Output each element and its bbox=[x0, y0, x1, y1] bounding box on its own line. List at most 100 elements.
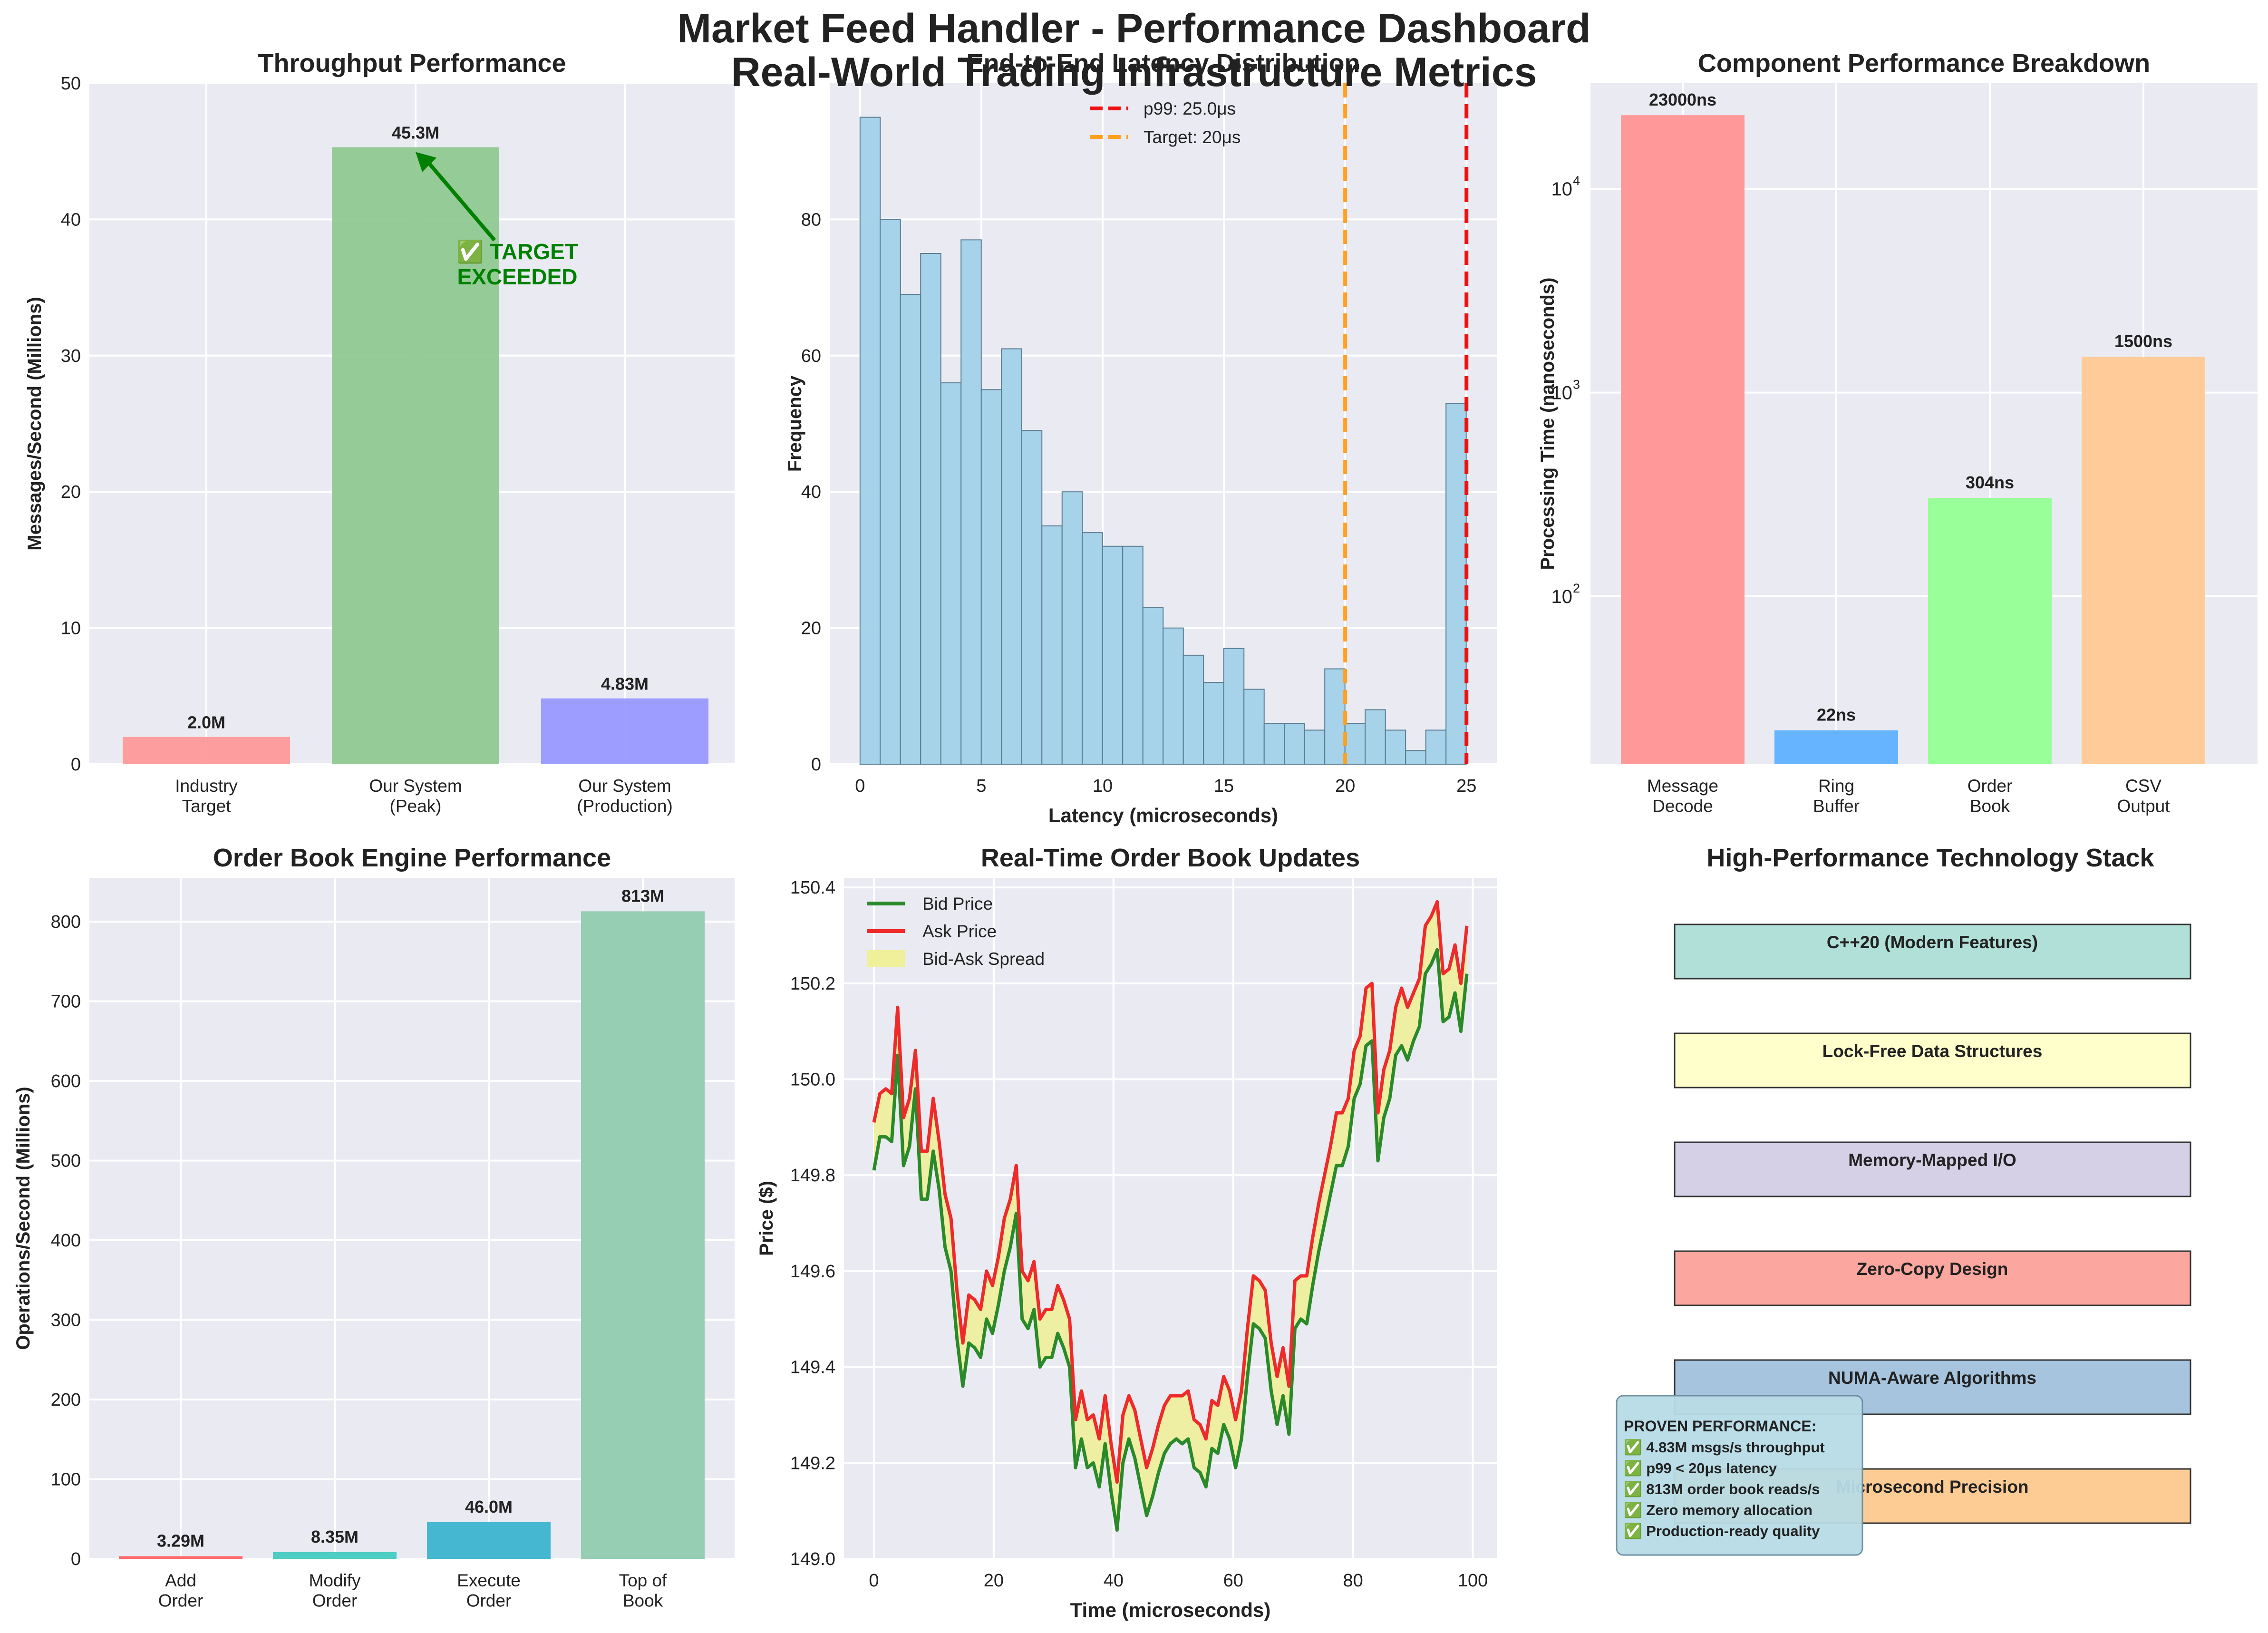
histogram-bar bbox=[880, 219, 901, 765]
bar bbox=[581, 911, 705, 1559]
bar-value-label: 1500ns bbox=[2114, 331, 2172, 351]
tech-stack-box bbox=[1674, 923, 2191, 980]
y-tick-label: 20 bbox=[61, 482, 81, 502]
x-tick-label: Ring Buffer bbox=[1813, 776, 1860, 816]
y-tick-label: 10 bbox=[1551, 586, 1573, 607]
x-tick-label: Order Book bbox=[1968, 776, 2013, 816]
bar-value-label: 2.0M bbox=[187, 713, 225, 732]
histogram-bar bbox=[1223, 648, 1245, 765]
tech-stack-box bbox=[1674, 1250, 2191, 1306]
y-tick-label: 300 bbox=[51, 1311, 81, 1331]
histogram-bar bbox=[900, 293, 921, 765]
chart-title: Order Book Engine Performance bbox=[213, 844, 611, 872]
performance-box bbox=[1616, 1395, 1863, 1556]
histogram-bar bbox=[1163, 627, 1184, 765]
chart-title: High-Performance Technology Stack bbox=[1706, 844, 2154, 872]
bar-value-label: 22ns bbox=[1817, 705, 1856, 725]
bar-value-label: 8.35M bbox=[311, 1527, 359, 1546]
histogram-bar bbox=[1304, 729, 1326, 765]
histogram-bar bbox=[1385, 729, 1406, 765]
x-tick-label: Our System (Peak) bbox=[369, 776, 462, 816]
histogram-bar bbox=[1142, 607, 1164, 765]
annotation-arrow bbox=[423, 157, 496, 242]
legend-label: p99: 25.0μs bbox=[1144, 99, 1236, 118]
tech-stack-box bbox=[1674, 1032, 2191, 1089]
histogram-bar bbox=[1263, 723, 1285, 765]
histogram-bar bbox=[859, 117, 881, 765]
x-tick-label: CSV Output bbox=[2117, 776, 2170, 816]
annotation-arrowhead bbox=[416, 152, 436, 172]
legend-label: Bid-Ask Spread bbox=[922, 949, 1045, 969]
histogram-bar bbox=[1284, 723, 1305, 765]
bar bbox=[427, 1522, 551, 1559]
y-axis-label: Frequency bbox=[785, 375, 805, 472]
bar bbox=[123, 737, 290, 764]
y-tick-label: 80 bbox=[801, 210, 821, 230]
x-tick-label: 0 bbox=[855, 776, 865, 796]
x-tick-label: 10 bbox=[1093, 776, 1113, 796]
tech-stack-box bbox=[1674, 1141, 2191, 1197]
tech-stack-label: Memory-Mapped I/O bbox=[1848, 1150, 2016, 1170]
y-tick-exponent: 4 bbox=[1573, 174, 1580, 188]
y-tick-label: 150.2 bbox=[790, 974, 835, 994]
histogram-bar bbox=[1082, 532, 1103, 765]
y-axis-label: Price ($) bbox=[756, 1181, 777, 1256]
performance-line: ✅ Production-ready quality bbox=[1624, 1522, 1820, 1539]
y-axis-label: Operations/Second (Millions) bbox=[13, 1087, 34, 1350]
bar bbox=[119, 1556, 242, 1559]
y-tick-label: 150.0 bbox=[790, 1070, 835, 1090]
y-tick-label: 150.4 bbox=[790, 878, 835, 898]
histogram-bar bbox=[1001, 348, 1022, 765]
histogram-bar bbox=[1182, 654, 1204, 765]
annotation-text: ✅ TARGET EXCEEDED bbox=[456, 239, 578, 289]
spread-area bbox=[873, 902, 1467, 1530]
tech-stack-label: Zero-Copy Design bbox=[1857, 1259, 2008, 1279]
performance-line: ✅ Zero memory allocation bbox=[1624, 1501, 1812, 1518]
y-axis-label: Messages/Second (Millions) bbox=[24, 297, 45, 550]
y-tick-label: 50 bbox=[61, 74, 81, 94]
x-tick-label: 20 bbox=[1335, 776, 1355, 796]
histogram-bar bbox=[1425, 729, 1447, 765]
chart-title: Real-Time Order Book Updates bbox=[981, 844, 1360, 872]
x-axis-label: Time (microseconds) bbox=[1070, 1599, 1271, 1621]
legend-swatch bbox=[867, 950, 905, 967]
bar-value-label: 813M bbox=[621, 886, 664, 905]
x-tick-label: 25 bbox=[1456, 776, 1476, 796]
tech-stack-label: Microsecond Precision bbox=[1836, 1477, 2028, 1497]
bar-value-label: 45.3M bbox=[392, 123, 439, 143]
bar-value-label: 3.29M bbox=[157, 1531, 204, 1550]
histogram-bar bbox=[1344, 723, 1366, 765]
x-tick-label: Execute Order bbox=[457, 1571, 521, 1611]
histogram-bar bbox=[980, 389, 1002, 765]
x-tick-label: 60 bbox=[1223, 1571, 1243, 1591]
legend-label: Target: 20μs bbox=[1144, 127, 1241, 147]
chart-title: End-to-End Latency Distribution bbox=[967, 49, 1360, 78]
y-tick-label: 40 bbox=[61, 210, 81, 230]
x-tick-label: 80 bbox=[1343, 1571, 1363, 1591]
bar bbox=[541, 698, 708, 764]
legend-label: Ask Price bbox=[922, 922, 997, 941]
histogram-bar bbox=[1324, 668, 1346, 765]
x-tick-label: 15 bbox=[1214, 776, 1234, 796]
legend-label: Bid Price bbox=[922, 894, 993, 914]
histogram-bar bbox=[1061, 491, 1083, 765]
y-tick-label: 0 bbox=[811, 755, 821, 775]
dashboard-title: Market Feed Handler - Performance Dashbo… bbox=[677, 6, 1591, 51]
y-tick-label: 20 bbox=[801, 619, 821, 639]
y-axis-label: Processing Time (nanoseconds) bbox=[1537, 278, 1558, 570]
y-tick-label: 200 bbox=[51, 1390, 81, 1410]
histogram-bar bbox=[960, 239, 982, 765]
chart-title: Component Performance Breakdown bbox=[1698, 49, 2150, 78]
histogram-bar bbox=[1102, 545, 1124, 765]
performance-line: ✅ 813M order book reads/s bbox=[1624, 1480, 1820, 1497]
bar bbox=[1928, 498, 2052, 764]
y-tick-label: 149.0 bbox=[790, 1549, 835, 1569]
bar bbox=[1621, 115, 1745, 765]
bar-value-label: 23000ns bbox=[1649, 90, 1716, 109]
tech-stack-label: NUMA-Aware Algorithms bbox=[1828, 1368, 2036, 1388]
x-tick-label: 100 bbox=[1458, 1571, 1488, 1591]
bar bbox=[273, 1552, 397, 1559]
y-tick-label: 600 bbox=[51, 1071, 81, 1091]
histogram-bar bbox=[1021, 430, 1043, 765]
performance-title: PROVEN PERFORMANCE: bbox=[1624, 1418, 1816, 1435]
